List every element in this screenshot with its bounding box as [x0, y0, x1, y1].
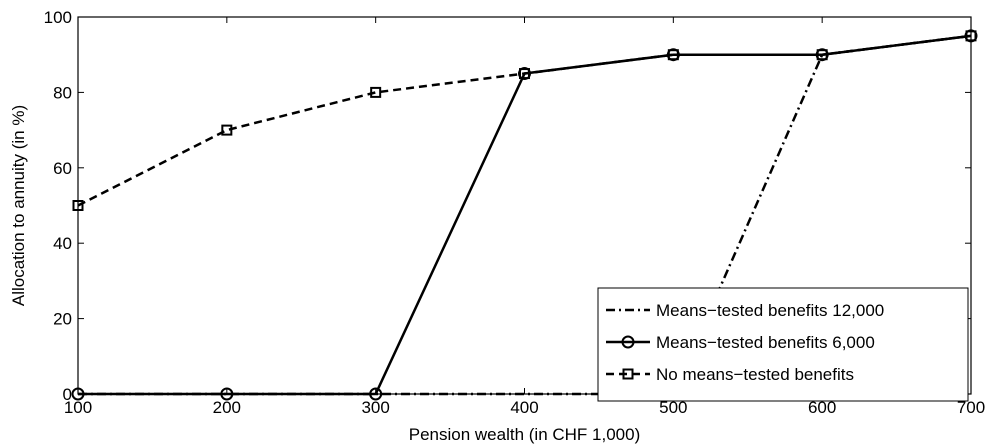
legend-entry-label: Means−tested benefits 6,000 [656, 333, 875, 352]
legend-entry-label: Means−tested benefits 12,000 [656, 301, 884, 320]
x-axis-label: Pension wealth (in CHF 1,000) [409, 425, 641, 444]
legend-marker [621, 335, 635, 349]
series-line-2 [77, 34, 972, 207]
y-axis-label: Allocation to annuity (in %) [9, 105, 28, 306]
legend-box [597, 287, 969, 402]
x-tick-label: 600 [808, 398, 836, 417]
y-tick-label: 20 [53, 310, 72, 329]
x-tick-label: 100 [64, 398, 92, 417]
data-point [816, 49, 828, 61]
y-tick-label: 40 [53, 234, 72, 253]
data-point [221, 124, 233, 136]
x-tick-label: 700 [957, 398, 985, 417]
y-tick-label: 0 [63, 385, 72, 404]
y-tick-label: 100 [44, 8, 72, 27]
x-tick-label: 300 [361, 398, 389, 417]
data-point [370, 86, 382, 98]
x-tick-label: 500 [659, 398, 687, 417]
legend: Means−tested benefits 12,000 Means−tested… [597, 287, 969, 402]
series-2 [72, 30, 977, 211]
data-point [667, 49, 679, 61]
x-tick-label: 400 [510, 398, 538, 417]
data-point [519, 68, 530, 80]
axis-ticks: 100 200 300 400 500 600 700 0 20 40 60 80 100 [44, 8, 986, 417]
y-tick-label: 60 [53, 159, 72, 178]
legend-entry-label: No means−tested benefits [656, 365, 854, 384]
x-tick-label: 200 [213, 398, 241, 417]
y-tick-label: 80 [53, 83, 72, 102]
legend-marker [622, 368, 634, 380]
